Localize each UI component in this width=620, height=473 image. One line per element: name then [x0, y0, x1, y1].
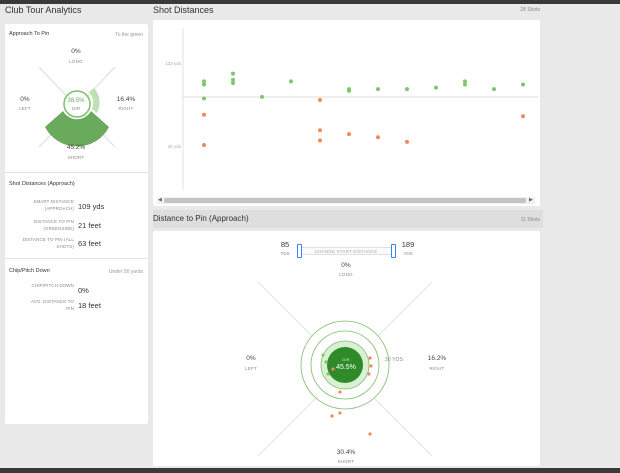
dtp-short-label: SHORT — [337, 459, 355, 464]
dtp-right-pct: 16.2% — [427, 355, 447, 362]
dtp-count: 11 Shots — [520, 217, 540, 223]
slider-min-unit: YDS — [280, 251, 290, 256]
y-tick-label: 26 yds — [168, 144, 182, 149]
stat-label-avg-distance: AVG. DISTANCE TO PIN — [30, 299, 74, 311]
dtp-short-pct: 30.4% — [336, 449, 356, 456]
chip-pitch-subtitle: Under 50 yards — [108, 269, 143, 275]
top-bar — [0, 0, 620, 4]
dtp-right-label: RIGHT — [429, 366, 445, 371]
approach-short-label: SHORT — [67, 155, 85, 160]
scatter-point — [492, 87, 496, 92]
scatter-point — [202, 112, 206, 117]
stat-label-smart-distance: SMART DISTANCE (APPROACH) — [33, 199, 74, 211]
shot-distances-stats-title: Shot Distances (Approach) — [9, 181, 75, 187]
dtp-target-graphic — [257, 281, 433, 457]
scroll-left-icon[interactable]: ◀ — [158, 197, 162, 203]
dtp-long-pct: 0% — [341, 262, 351, 269]
approach-right-label: RIGHT — [118, 106, 134, 111]
scatter-point — [202, 96, 206, 101]
dtp-title: Distance to Pin (Approach) — [153, 214, 249, 223]
scatter-point — [318, 98, 322, 103]
approach-title: Approach To Pin — [9, 31, 50, 37]
dtp-center-label: GIR — [342, 357, 350, 362]
shot-distances-panel — [153, 20, 540, 206]
scatter-point — [347, 132, 351, 137]
dtp-shot-dots — [321, 353, 373, 436]
scatter-point — [289, 79, 293, 84]
slider-min-handle[interactable] — [297, 244, 302, 258]
stat-value-dtp-greenside: 21 feet — [78, 221, 101, 230]
scatter-point — [202, 143, 206, 147]
divider — [5, 258, 148, 259]
approach-center-label: GIR — [71, 106, 81, 111]
approach-short-pct: 45.2% — [66, 144, 86, 151]
approach-subtitle: To the green — [115, 32, 143, 38]
scatter-point — [405, 139, 409, 144]
slider-min-value: 85 — [280, 240, 290, 249]
dtp-long-label: LONG — [339, 272, 353, 277]
scatter-point — [463, 79, 467, 84]
dtp-left-pct: 0% — [246, 355, 256, 362]
scatter-point — [521, 82, 525, 87]
scatter-point — [202, 82, 206, 87]
stat-label-dtp-all: DISTANCE TO PIN (ALL SHOTS) — [22, 237, 74, 249]
scatter-point — [434, 85, 438, 90]
stat-value-avg-distance: 18 feet — [78, 301, 101, 310]
approach-right-pct: 16.4% — [116, 96, 136, 103]
dtp-header-band — [153, 210, 543, 228]
approach-left-pct: 0% — [20, 96, 30, 103]
scatter-point — [347, 87, 351, 92]
scatter-point — [521, 114, 525, 119]
approach-center-pct: 38.5% — [67, 98, 85, 104]
chip-pitch-title: Chip/Pitch Down — [9, 268, 50, 274]
stat-label-dtp-greenside: DISTANCE TO PIN (GREENSIDE) — [33, 219, 74, 231]
stat-value-smart-distance: 109 yds — [78, 202, 105, 211]
app-title: Club Tour Analytics — [5, 5, 82, 15]
dtp-left-label: LEFT — [245, 366, 257, 371]
approach-left-label: LEFT — [19, 106, 31, 111]
scatter-point — [318, 138, 322, 143]
scatter-point — [318, 128, 322, 133]
scatter-point — [376, 135, 380, 140]
approach-long-label: LONG — [69, 59, 83, 64]
bottom-bar — [0, 468, 620, 473]
scatter-point — [260, 94, 264, 99]
scatter-point — [405, 87, 409, 92]
slider-max-unit: YDS — [403, 251, 413, 256]
slider-caption: CHANGE START DISTANCE — [314, 249, 378, 254]
scatter-scrollbar-thumb[interactable] — [164, 198, 526, 203]
scatter-point — [202, 79, 206, 84]
divider — [5, 172, 148, 173]
scatter-point — [463, 82, 467, 87]
approach-long-pct: 0% — [71, 48, 81, 55]
slider-max-value: 189 — [401, 240, 415, 249]
approach-target-graphic — [38, 66, 116, 148]
scatter-point — [231, 77, 235, 82]
scatter-point — [231, 80, 235, 85]
shots-count: 28 Shots — [520, 7, 540, 13]
stat-value-dtp-all: 63 feet — [78, 239, 101, 248]
dtp-ring-label: 30 YDS — [384, 357, 404, 363]
dtp-center-pct: 45.5% — [336, 364, 356, 371]
y-tick-label: 133 yds — [165, 61, 182, 66]
shot-distances-title: Shot Distances — [153, 5, 214, 15]
scatter-point — [231, 71, 235, 76]
shot-distances-scatter: 133 yds 26 yds — [165, 28, 538, 190]
slider-max-handle[interactable] — [391, 244, 396, 258]
stat-label-chip-pitch-down: CHIP/PITCH DOWN — [31, 283, 74, 288]
scatter-point — [376, 87, 380, 92]
scroll-right-icon[interactable]: ▶ — [529, 197, 533, 203]
stat-value-chip-pitch-down: 0% — [78, 286, 89, 295]
